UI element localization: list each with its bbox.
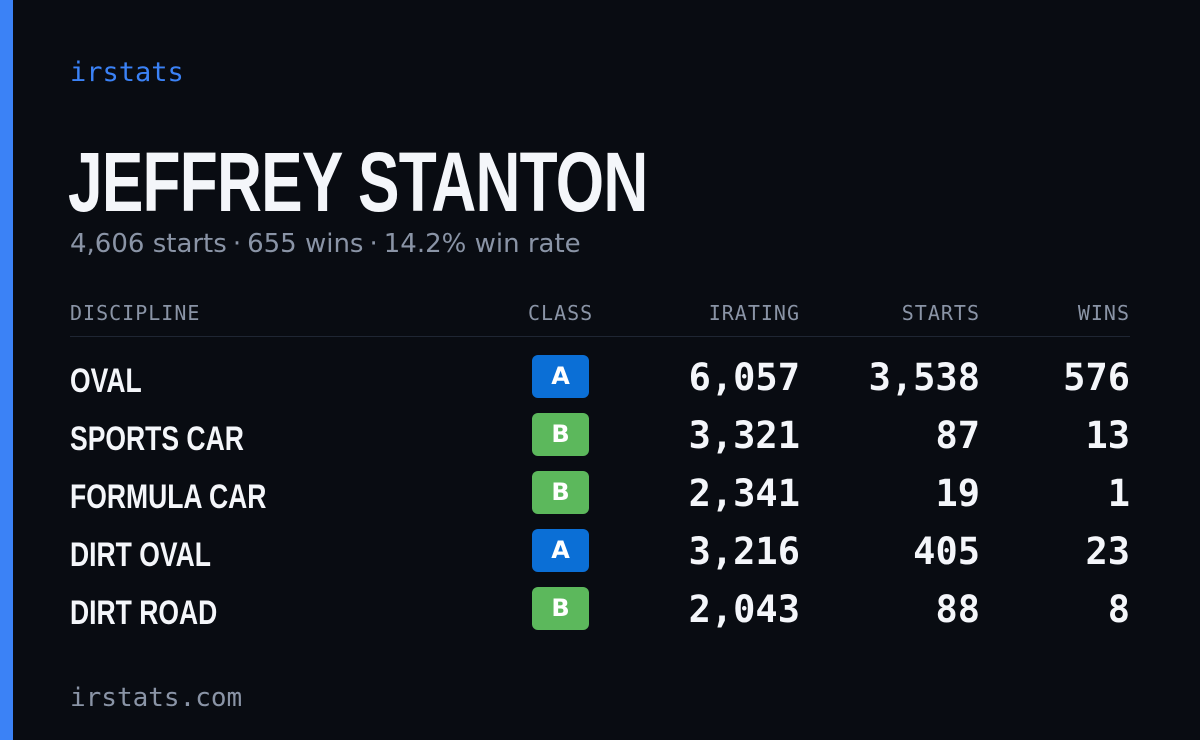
accent-bar (0, 0, 13, 740)
header-wins: WINS (1077, 301, 1130, 325)
irating-value: 6,057 (688, 356, 800, 399)
wins-value: 576 (1063, 356, 1130, 399)
header-discipline: DISCIPLINE (70, 301, 201, 325)
wins-value: 13 (1085, 414, 1130, 457)
table-row: SPORTS CAR B 3,321 87 13 (70, 411, 1130, 469)
wins-value: 1 (1107, 472, 1130, 515)
class-badge: B (532, 413, 589, 456)
discipline-name: FORMULA CAR (70, 478, 267, 516)
discipline-name: DIRT ROAD (70, 594, 218, 632)
class-badge: B (532, 587, 589, 630)
driver-summary: 4,606 starts · 655 wins · 14.2% win rate (70, 226, 581, 262)
summary-wins: 655 wins (247, 229, 364, 259)
driver-name: JEFFREY STANTON (68, 135, 648, 229)
irating-value: 2,043 (688, 588, 800, 631)
discipline-name: DIRT OVAL (70, 536, 211, 574)
brand-logo: irstats (70, 57, 184, 88)
summary-separator: · (232, 229, 242, 259)
table-row: DIRT ROAD B 2,043 88 8 (70, 585, 1130, 643)
stats-table: DISCIPLINE CLASS IRATING STARTS WINS OVA… (70, 296, 1130, 632)
table-row: OVAL A 6,057 3,538 576 (70, 353, 1130, 411)
table-header: DISCIPLINE CLASS IRATING STARTS WINS (70, 296, 1130, 337)
starts-value: 88 (935, 588, 980, 631)
header-starts: STARTS (901, 301, 980, 325)
class-badge: A (532, 529, 589, 572)
footer-url: irstats.com (70, 683, 243, 713)
summary-win-rate: 14.2% win rate (383, 229, 581, 259)
starts-value: 87 (935, 414, 980, 457)
irating-value: 2,341 (688, 472, 800, 515)
class-badge: B (532, 471, 589, 514)
starts-value: 405 (913, 530, 980, 573)
class-badge: A (532, 355, 589, 398)
discipline-name: SPORTS CAR (70, 420, 244, 458)
irating-value: 3,216 (688, 530, 800, 573)
summary-separator: · (369, 229, 378, 259)
starts-value: 3,538 (868, 356, 980, 399)
table-row: DIRT OVAL A 3,216 405 23 (70, 527, 1130, 585)
irating-value: 3,321 (688, 414, 800, 457)
wins-value: 23 (1085, 530, 1130, 573)
discipline-name: OVAL (70, 362, 142, 400)
table-body: OVAL A 6,057 3,538 576 SPORTS CAR B 3,32… (70, 353, 1130, 643)
summary-starts: 4,606 starts (70, 229, 227, 259)
wins-value: 8 (1107, 588, 1130, 631)
table-row: FORMULA CAR B 2,341 19 1 (70, 469, 1130, 527)
header-class: CLASS (528, 301, 594, 325)
starts-value: 19 (935, 472, 980, 515)
header-irating: IRATING (708, 301, 800, 325)
